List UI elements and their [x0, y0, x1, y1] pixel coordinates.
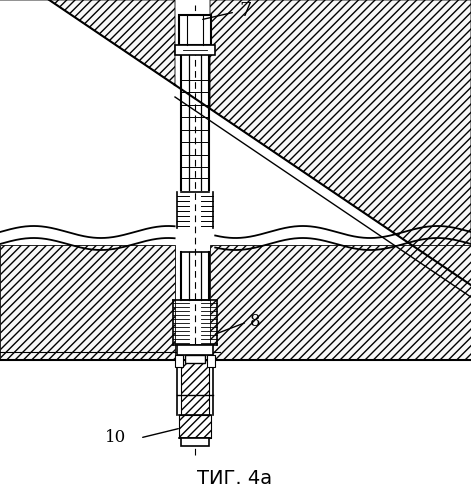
Text: 10: 10: [105, 430, 126, 446]
Polygon shape: [210, 245, 471, 360]
Polygon shape: [181, 360, 209, 415]
Text: 7: 7: [239, 2, 252, 20]
Polygon shape: [179, 415, 211, 438]
Polygon shape: [0, 0, 175, 85]
Bar: [181, 438, 209, 446]
Polygon shape: [0, 245, 175, 360]
Bar: [179, 15, 211, 45]
Polygon shape: [210, 0, 471, 285]
Text: ΤИГ. 4a: ΤИГ. 4a: [197, 468, 273, 487]
Bar: [207, 355, 215, 367]
Bar: [175, 45, 215, 55]
Bar: [185, 355, 205, 363]
Text: 8: 8: [250, 314, 260, 330]
Bar: [175, 355, 183, 367]
Bar: [177, 345, 213, 355]
